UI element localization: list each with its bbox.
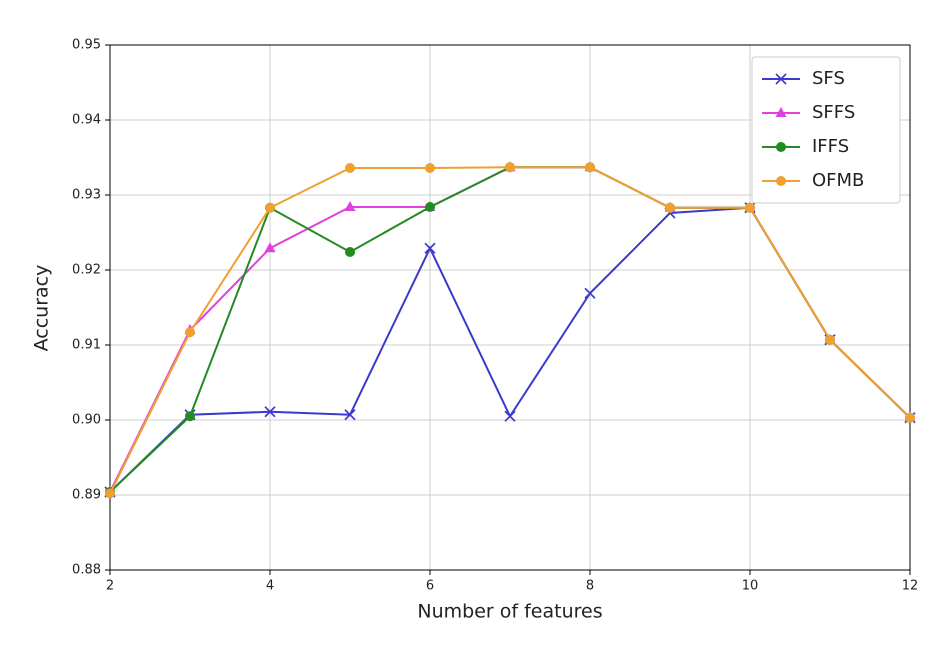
marker	[905, 412, 915, 423]
marker	[265, 202, 275, 213]
line	[109, 166, 911, 493]
marker	[585, 162, 595, 173]
y-tick-label: 0.93	[72, 188, 101, 203]
legend-label: SFS	[812, 68, 845, 89]
y-tick-label: 0.94	[72, 113, 101, 128]
y-tick-label: 0.91	[72, 338, 101, 353]
marker	[345, 247, 355, 257]
y-tick-label: 0.88	[72, 563, 101, 578]
marker	[584, 287, 596, 299]
marker	[665, 202, 675, 213]
y-axis-label: Accuracy	[31, 265, 53, 352]
marker	[504, 410, 516, 422]
marker	[185, 327, 195, 338]
x-tick-label: 12	[902, 579, 919, 594]
legend-label: IFFS	[812, 136, 849, 157]
y-tick-label: 0.95	[72, 38, 101, 53]
marker	[264, 242, 276, 253]
y-tick-label: 0.92	[72, 263, 101, 278]
x-axis-label: Number of features	[417, 601, 602, 623]
marker	[185, 411, 195, 422]
legend-marker	[775, 107, 787, 117]
x-tick-label: 10	[742, 579, 759, 594]
marker	[345, 163, 355, 173]
plot-frame	[109, 44, 911, 571]
marker	[825, 334, 835, 345]
legend-marker	[776, 176, 786, 186]
x-tick-label: 2	[106, 579, 114, 594]
x-tick-label: 6	[426, 579, 434, 594]
marker	[505, 162, 515, 173]
marker	[105, 488, 115, 499]
legend-label: OFMB	[812, 170, 864, 191]
legend-marker	[775, 73, 787, 85]
marker	[425, 202, 435, 212]
marker	[264, 406, 276, 418]
line	[109, 206, 911, 493]
legend-marker	[776, 142, 786, 152]
legend-label: SFFS	[812, 102, 855, 123]
marker	[344, 409, 356, 421]
legend-box	[751, 56, 901, 204]
marker	[344, 201, 356, 211]
line	[109, 166, 911, 493]
x-tick-label: 8	[586, 579, 594, 594]
x-tick-label: 4	[266, 579, 274, 594]
line	[109, 166, 911, 494]
y-tick-label: 0.89	[72, 488, 101, 503]
marker	[425, 163, 435, 173]
marker	[424, 242, 436, 254]
y-tick-label: 0.90	[72, 413, 101, 428]
marker	[745, 202, 755, 213]
